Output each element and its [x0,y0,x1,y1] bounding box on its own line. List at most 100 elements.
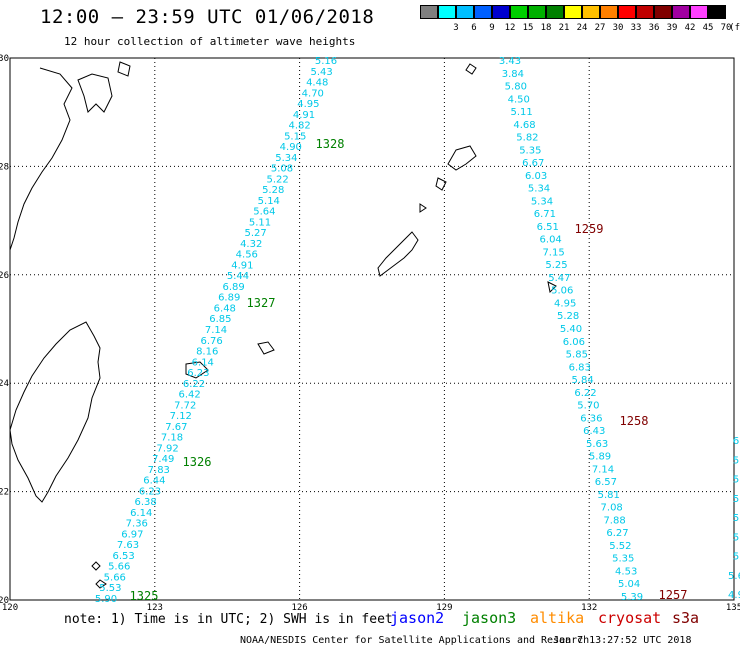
map-subtitle: 12 hour collection of altimeter wave hei… [64,35,356,48]
swh-value: 5 [733,455,739,466]
swh-value: 5.11 [510,107,532,118]
amami-outline [447,145,477,171]
swh-value: 6.04 [540,235,562,246]
legend-swatch [456,5,474,19]
swh-value: 4.70 [302,88,324,99]
legend-label: 30 [612,23,624,33]
swh-value: 5.63 [586,439,608,450]
pass-label: 1258 [620,414,649,428]
legend-swatch [618,5,636,19]
swh-value: 4.50 [508,94,530,105]
swh-value: 6.42 [178,390,200,401]
swh-value: 7.92 [156,443,178,454]
legend-swatch [474,5,492,19]
swh-value: 5.64 [253,207,275,218]
swh-value: 5.66 [104,572,126,583]
swh-value: 6.76 [200,336,222,347]
swh-value: 5.84 [571,375,593,386]
legend-label: 9 [489,23,495,33]
legend-swatch [546,5,564,19]
pass-label: 1259 [575,222,604,236]
legend-swatch [708,5,726,19]
swh-value: 5.11 [249,217,271,228]
swh-value: 4.95 [554,298,576,309]
pass-label: 1257 [659,588,688,602]
longitude-labels: 120 123 126 129 132 135 [2,603,740,613]
island-d [419,203,427,213]
swh-value: 5.35 [519,145,541,156]
lat-label: 28 [0,162,9,172]
swh-value: 6.14 [130,508,152,519]
swh-value: 6.27 [606,528,628,539]
swh-value: 6.44 [143,476,165,487]
legend-label: 70 [720,23,732,33]
swh-value: 5.85 [566,350,588,361]
legend-swatch [672,5,690,19]
swh-value: 6.89 [218,293,240,304]
swh-value: 7.08 [601,503,623,514]
ryukyu-coast-2 [77,73,113,113]
taiwan-outline [9,321,101,503]
swh-value: 7.14 [205,325,227,336]
miyako-island [257,341,275,355]
swh-value: 4.68 [513,120,535,131]
swh-value: 4.56 [236,250,258,261]
swh-value: 7.18 [161,433,183,444]
island-c [465,63,477,75]
legend-label: 24 [576,23,588,33]
map-title: 12:00 — 23:59 UTC 01/06/2018 [40,6,375,28]
swh-value: 6.85 [209,314,231,325]
legend-label: 39 [666,23,678,33]
swh-value: 5 [733,494,739,505]
latitude-labels: 30 28 26 24 22 20 [0,54,9,606]
swh-value: 6.22 [183,379,205,390]
sat-label-jason3: jason3 [462,609,517,627]
swh-value: 7.72 [174,400,196,411]
swh-value: 7.36 [126,519,148,530]
legend-label: 33 [630,23,642,33]
sat-label-altika: altika [530,609,585,627]
swh-value: 6.22 [574,388,596,399]
swh-value: 6.06 [563,337,585,348]
legend-swatch [636,5,654,19]
swh-value: 6.83 [569,362,591,373]
swh-value: 4.9 [728,590,740,601]
legend-swatch [510,5,528,19]
swh-value: 7.49 [152,454,174,465]
swh-value: 7.67 [165,422,187,433]
lat-label: 24 [0,379,9,389]
legend-swatch [600,5,618,19]
swh-value: 5.53 [99,583,121,594]
swh-value: 6.23 [187,368,209,379]
swh-value: 6.43 [583,426,605,437]
lat-label: 22 [0,488,9,498]
swh-value: 5.39 [621,592,643,603]
swh-value: 5.90 [95,594,117,605]
legend-unit: (ft) [729,23,740,33]
swh-value: 5.34 [531,196,553,207]
swh-value: 5 [733,475,739,486]
swh-value: 4.32 [240,239,262,250]
lon-label: 132 [581,603,597,613]
okinawa-outline [377,231,419,277]
swh-value: 5 [733,552,739,563]
swh-value: 5.06 [551,286,573,297]
swh-value: 5 [733,513,739,524]
swh-value: 5.80 [505,82,527,93]
swh-value: 6 [733,436,739,447]
lon-label: 126 [291,603,307,613]
swh-value: 6.36 [580,413,602,424]
map-frame [9,57,735,601]
map-grid [10,58,734,600]
swh-value: 5.22 [266,174,288,185]
swh-value: 7.14 [592,464,614,475]
swh-value: 7.12 [170,411,192,422]
swh-value: 5.44 [227,271,249,282]
swh-value: 6.97 [121,529,143,540]
swh-value: 6.48 [214,303,236,314]
island-a [91,561,101,571]
swh-value: 5.25 [545,260,567,271]
swh-value: 4.53 [615,566,637,577]
legend-swatch [420,5,438,19]
